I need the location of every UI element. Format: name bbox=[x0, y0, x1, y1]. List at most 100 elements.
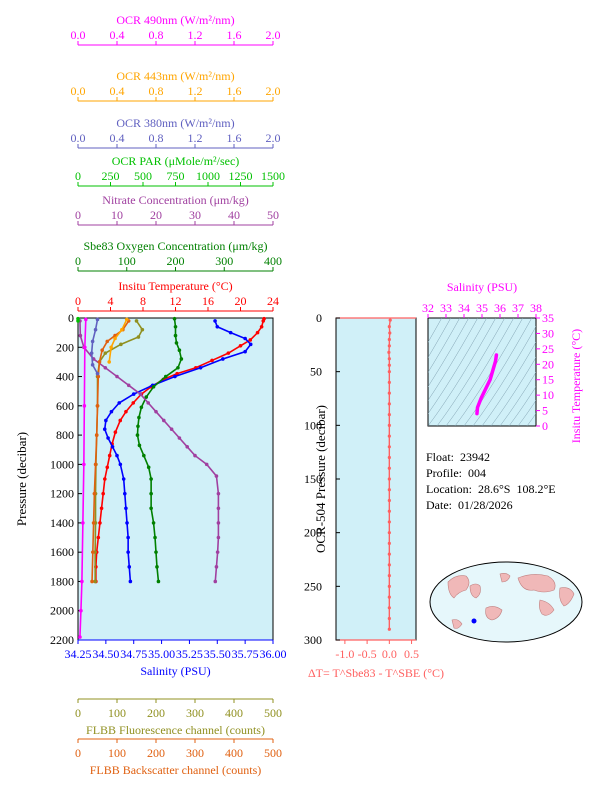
profile-panel-background bbox=[77, 317, 274, 641]
series-point-salinity bbox=[104, 418, 108, 423]
top-axis-tick-label-nitrate: 20 bbox=[150, 208, 162, 222]
series-point-nitrate bbox=[216, 506, 221, 511]
top-axis-tick-label-par: 0 bbox=[75, 169, 81, 183]
delta-t-x-tick-label: -1.0 bbox=[335, 647, 354, 661]
delta-t-point bbox=[387, 616, 391, 621]
ts-x-tick-label: 32 bbox=[422, 301, 434, 315]
delta-t-point bbox=[387, 455, 391, 460]
series-point-oxygen bbox=[146, 465, 151, 470]
series-point-nitrate bbox=[177, 436, 182, 440]
pressure-tick-label: 0 bbox=[68, 311, 74, 325]
top-axis-label-oxygen: Sbe83 Oxygen Concentration (μm/kg) bbox=[83, 239, 267, 253]
ts-density-contour bbox=[463, 318, 533, 426]
ts-x-tick-label: 36 bbox=[494, 301, 506, 315]
delta-t-point bbox=[387, 574, 391, 578]
series-point-ocr443 bbox=[120, 327, 124, 332]
delta-t-point bbox=[387, 541, 391, 546]
top-axis-tick-label-oxygen: 200 bbox=[167, 254, 185, 268]
series-point-oxygen bbox=[172, 316, 177, 321]
series-point-oxygen bbox=[155, 565, 159, 569]
series-point-oxygen bbox=[173, 333, 178, 338]
series-point-temp bbox=[255, 330, 260, 335]
top-axis-label-ocr380: OCR 380nm (W/m²/nm) bbox=[116, 116, 234, 130]
series-point-oxygen bbox=[142, 453, 146, 458]
top-axis-tick-label-par: 1500 bbox=[261, 169, 285, 183]
delta-t-point bbox=[387, 509, 391, 513]
series-point-salinity bbox=[128, 579, 133, 584]
ts-density-contour bbox=[428, 318, 497, 426]
top-axis-tick-label-temp: 8 bbox=[140, 294, 146, 308]
bottom-axis-tick-label-salinity: 34.25 bbox=[65, 647, 92, 661]
top-axis-tick-label-ocr443: 0.8 bbox=[149, 84, 164, 98]
ts-x-tick-label: 33 bbox=[440, 301, 452, 315]
delta-t-point bbox=[387, 531, 391, 535]
profile-number: Profile: 004 bbox=[426, 466, 486, 480]
series-point-nitrate bbox=[193, 453, 197, 458]
bottom-axis-label-fluor: FLBB Fluorescence channel (counts) bbox=[86, 723, 265, 737]
top-axis-tick-label-ocr490: 0.8 bbox=[149, 28, 164, 42]
series-point-temp bbox=[103, 477, 107, 481]
bottom-axis-tick-label-fluor: 400 bbox=[225, 706, 243, 720]
ts-density-contour bbox=[472, 325, 536, 426]
bottom-axis-tick-label-backscatter: 200 bbox=[147, 746, 165, 760]
series-point-oxygen bbox=[144, 395, 149, 399]
ts-y-tick-label: 25 bbox=[542, 342, 554, 356]
pressure-tick-label: 1800 bbox=[50, 574, 74, 588]
series-point-salinity bbox=[248, 342, 253, 347]
bottom-axis-tick-label-fluor: 100 bbox=[108, 706, 126, 720]
top-axis-tick-label-oxygen: 300 bbox=[215, 254, 233, 268]
series-point-ocr443 bbox=[109, 345, 113, 350]
series-point-ocr490 bbox=[82, 462, 86, 467]
series-point-oxygen bbox=[151, 384, 156, 389]
top-axis-tick-label-ocr490: 0.4 bbox=[110, 28, 125, 42]
pressure-tick-label: 2000 bbox=[50, 604, 74, 618]
bottom-axis-tick-label-salinity: 35.25 bbox=[176, 647, 203, 661]
series-point-ocr380 bbox=[90, 363, 95, 367]
top-axis-tick-label-temp: 24 bbox=[267, 294, 279, 308]
series-point-temp bbox=[175, 371, 179, 376]
top-axis-tick-label-par: 500 bbox=[134, 169, 152, 183]
series-point-oxygen bbox=[154, 550, 158, 554]
top-axis-tick-label-ocr380: 1.2 bbox=[188, 131, 203, 145]
ts-density-contour bbox=[428, 318, 488, 415]
top-axis-tick-label-par: 1250 bbox=[229, 169, 253, 183]
top-axis-tick-label-nitrate: 50 bbox=[267, 208, 279, 222]
series-line-nitrate bbox=[79, 320, 220, 582]
top-axis-label-nitrate: Nitrate Concentration (μm/kg) bbox=[102, 193, 248, 207]
series-point-temp bbox=[238, 344, 243, 348]
series-point-salinity bbox=[121, 477, 126, 481]
series-point-ocr380 bbox=[90, 339, 95, 344]
ts-density-contour bbox=[508, 386, 536, 426]
series-point-oxygen bbox=[137, 415, 141, 420]
series-point-salinity bbox=[131, 392, 136, 396]
series-point-backscatter bbox=[91, 550, 95, 554]
series-point-nitrate bbox=[115, 374, 119, 379]
top-axis-tick-label-ocr380: 0.4 bbox=[110, 131, 125, 145]
series-point-salinity bbox=[221, 357, 225, 361]
series-line-temp bbox=[95, 318, 265, 582]
bottom-axis-tick-label-salinity: 34.50 bbox=[92, 647, 119, 661]
bottom-axis-tick-label-backscatter: 400 bbox=[225, 746, 243, 760]
series-point-backscatter bbox=[94, 433, 99, 437]
series-point-temp bbox=[98, 521, 102, 525]
series-point-nitrate bbox=[213, 579, 218, 584]
bottom-axis-tick-label-backscatter: 500 bbox=[264, 746, 282, 760]
profile-date: Date: 01/28/2026 bbox=[426, 498, 513, 512]
top-axis-tick-label-temp: 12 bbox=[170, 294, 182, 308]
series-point-salinity bbox=[123, 491, 127, 496]
series-point-oxygen bbox=[149, 491, 153, 496]
top-axis-tick-label-ocr380: 2.0 bbox=[266, 131, 281, 145]
delta-t-x-tick-label: -0.5 bbox=[358, 647, 377, 661]
ts-density-contour bbox=[454, 318, 524, 426]
top-axis-tick-label-nitrate: 10 bbox=[111, 208, 123, 222]
ts-x-tick-label: 34 bbox=[458, 301, 470, 315]
series-point-salinity bbox=[173, 374, 177, 379]
world-map bbox=[429, 561, 583, 643]
delta-t-point bbox=[387, 344, 391, 348]
ts-density-contour bbox=[481, 341, 536, 426]
series-point-salinity bbox=[115, 453, 119, 458]
delta-t-point bbox=[387, 370, 391, 374]
series-point-nitrate bbox=[169, 427, 174, 432]
float-location-marker bbox=[471, 618, 477, 624]
